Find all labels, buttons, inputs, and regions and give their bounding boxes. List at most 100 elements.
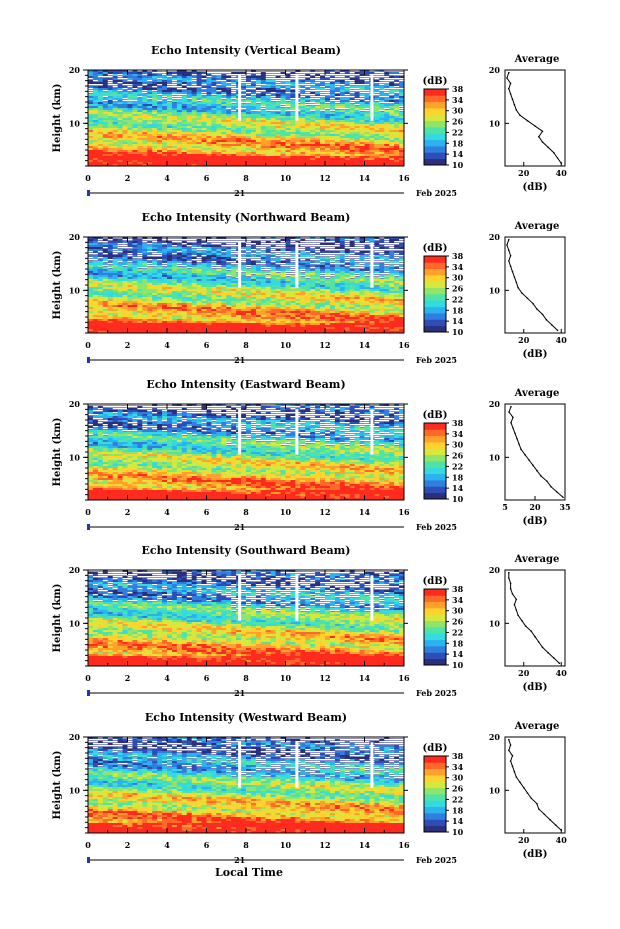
- average-profile-point: [528, 459, 530, 461]
- date-day-label: 21: [234, 522, 245, 532]
- colorbar-tick-label: 34: [452, 95, 464, 105]
- average-profile-point: [516, 437, 518, 440]
- average-x-tick-label: 20: [518, 335, 530, 345]
- x-tick-label: 6: [204, 340, 210, 350]
- date-day-label: 21: [234, 355, 245, 365]
- average-x-tick-label: 20: [518, 668, 530, 678]
- colorbar-tick-label: 26: [452, 117, 464, 127]
- average-profile-point: [518, 443, 520, 445]
- panel-title: Echo Intensity (Westward Beam): [145, 711, 347, 724]
- colorbar-tick-label: 26: [452, 284, 464, 294]
- average-profile-point: [534, 635, 536, 638]
- average-x-label: (dB): [523, 349, 548, 360]
- x-tick-label: 0: [85, 507, 91, 517]
- colorbar-segment: [424, 652, 446, 660]
- data-gap: [295, 242, 299, 288]
- x-tick-label: 10: [280, 173, 292, 183]
- heatmap-field: [88, 237, 404, 333]
- average-frame: [504, 236, 566, 334]
- average-profile-point: [556, 329, 559, 332]
- average-profile-point: [538, 641, 540, 643]
- colorbar-segment: [424, 95, 446, 103]
- y-tick-label: 20: [69, 565, 81, 575]
- x-tick-label: 2: [125, 673, 131, 683]
- average-x-tick-label: 20: [518, 835, 530, 845]
- x-tick-label: 4: [164, 673, 170, 683]
- average-profile-point: [511, 98, 514, 101]
- average-profile-point: [524, 625, 527, 627]
- average-profile-line: [508, 739, 562, 831]
- average-x-tick-label: 40: [556, 168, 568, 178]
- average-profile-point: [508, 738, 510, 741]
- average-profile-point: [523, 786, 525, 789]
- x-tick-label: 2: [125, 507, 131, 517]
- colorbar-tick-label: 14: [452, 483, 464, 493]
- colorbar-tick-label: 30: [452, 773, 464, 783]
- x-tick-label: 0: [85, 340, 91, 350]
- colorbar-tick-label: 22: [452, 461, 463, 471]
- average-profile-point: [521, 292, 523, 294]
- average-profile-point: [512, 416, 514, 419]
- colorbar-tick-label: 30: [452, 440, 464, 450]
- x-tick-label: 8: [243, 173, 249, 183]
- colorbar-segment: [424, 480, 446, 487]
- colorbar-segment: [424, 319, 446, 327]
- average-profile-point: [536, 308, 538, 310]
- average-profile-point: [550, 485, 552, 488]
- x-tick-label: 14: [359, 840, 371, 850]
- average-profile-point: [511, 270, 514, 273]
- average-title: Average: [514, 54, 560, 65]
- average-profile-point: [513, 770, 516, 773]
- x-tick-label: 10: [280, 340, 292, 350]
- average-profile-point: [517, 286, 519, 289]
- data-gap: [295, 575, 299, 621]
- colorbar-tick-label: 26: [452, 451, 464, 461]
- colorbar-segment: [424, 262, 446, 270]
- average-profile-point: [509, 265, 512, 268]
- colorbar-segment: [424, 275, 446, 282]
- data-gap: [370, 409, 374, 455]
- colorbar-frame: [423, 588, 447, 666]
- data-gap: [295, 742, 299, 788]
- average-y-tick-label: 20: [489, 232, 501, 242]
- colorbar-segment: [424, 448, 446, 456]
- date-month-label: Feb 2025: [416, 188, 457, 198]
- x-tick-label: 8: [243, 340, 249, 350]
- colorbar-segment: [424, 658, 446, 666]
- average-profile-point: [508, 238, 510, 241]
- colorbar-tick-label: 34: [452, 595, 464, 605]
- average-profile-point: [524, 453, 526, 456]
- date-day-label: 21: [234, 855, 245, 865]
- colorbar-segment: [424, 287, 446, 295]
- average-profile-point: [541, 313, 544, 316]
- average-profile-point: [549, 818, 551, 821]
- colorbar-tick-label: 34: [452, 762, 464, 772]
- average-x-label: (dB): [523, 182, 548, 193]
- x-tick-label: 2: [125, 840, 131, 850]
- y-axis-label: Height (km): [52, 584, 63, 653]
- colorbar-unit: (dB): [423, 410, 448, 421]
- average-profile-point: [509, 82, 512, 85]
- colorbar-segment: [424, 306, 446, 314]
- date-month-label: Feb 2025: [416, 688, 457, 698]
- colorbar-segment: [424, 256, 446, 263]
- date-bar-marker: [87, 857, 90, 863]
- colorbar-segment: [424, 768, 446, 776]
- colorbar-segment: [424, 608, 446, 615]
- average-profile-point: [508, 249, 510, 252]
- average-profile-point: [506, 77, 508, 79]
- colorbar-tick-label: 18: [452, 805, 464, 815]
- x-tick-label: 6: [204, 673, 210, 683]
- colorbar-tick-label: 18: [452, 138, 464, 148]
- panel-title: Echo Intensity (Eastward Beam): [146, 378, 345, 391]
- data-gap: [238, 575, 242, 621]
- colorbar-tick-label: 38: [452, 418, 464, 428]
- heatmap-field: [88, 570, 404, 666]
- colorbar-tick-label: 34: [452, 262, 464, 272]
- data-gap: [238, 409, 242, 455]
- data-gap: [370, 575, 374, 621]
- colorbar-tick-label: 38: [452, 584, 464, 594]
- average-y-tick-label: 10: [489, 452, 501, 462]
- colorbar-segment: [424, 461, 446, 468]
- average-profile-point: [515, 109, 518, 111]
